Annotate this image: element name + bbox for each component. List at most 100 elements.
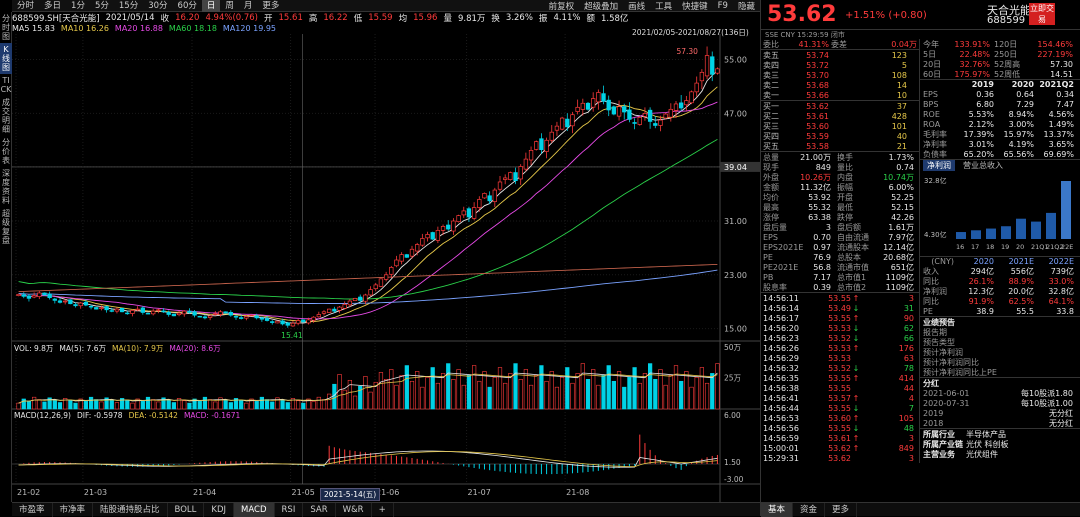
period-tab-9[interactable]: 月 bbox=[243, 0, 253, 11]
perf-value: 227.19% bbox=[1037, 49, 1073, 59]
candle-body bbox=[534, 141, 539, 150]
right-tab-1[interactable]: 资金 bbox=[793, 503, 826, 517]
quote-cell: 委差 bbox=[831, 39, 847, 49]
tick-price: 53.55 bbox=[828, 403, 851, 413]
candle-body bbox=[440, 226, 446, 231]
macd-axis-label: 1.50 bbox=[724, 458, 741, 467]
ask-row[interactable]: 卖四 53.72 5 bbox=[761, 60, 919, 70]
period-tab-6[interactable]: 60分 bbox=[177, 0, 197, 11]
vol-axis-label: 25万 bbox=[724, 374, 742, 383]
volume-bar bbox=[642, 373, 648, 410]
period-tab-8[interactable]: 周 bbox=[225, 0, 234, 11]
volume-bar bbox=[539, 365, 544, 410]
tick-arrow: ↓ bbox=[852, 333, 860, 343]
side-tab-3[interactable]: 成交明细 bbox=[2, 98, 10, 134]
indicator-tab-0[interactable]: 市盈率 bbox=[12, 502, 53, 517]
forecast-cell: 64.1% bbox=[1048, 296, 1074, 306]
bid-row[interactable]: 买三 53.60 101 bbox=[761, 121, 919, 131]
forecast-cell: PE bbox=[923, 306, 933, 316]
ask-row[interactable]: 卖一 53.66 10 bbox=[761, 90, 919, 100]
right-tab-2[interactable]: 更多 bbox=[825, 503, 858, 517]
tool-button-0[interactable]: 前复权 bbox=[548, 1, 575, 12]
side-tab-0[interactable]: 分时图 bbox=[2, 14, 10, 41]
dividend-date: 2020-07-31 bbox=[923, 398, 970, 408]
dividend-detail: 无分红 bbox=[1049, 418, 1073, 428]
volume-bar bbox=[518, 379, 523, 410]
candle-body bbox=[311, 316, 316, 321]
indicator-tab-4[interactable]: KDJ bbox=[204, 502, 235, 517]
period-tab-10[interactable]: 更多 bbox=[262, 0, 280, 11]
bid-row[interactable]: 买四 53.59 40 bbox=[761, 131, 919, 141]
volume-bar bbox=[456, 369, 461, 410]
fin-cell: 17.39% bbox=[963, 129, 994, 139]
indicator-tab-9[interactable]: + bbox=[372, 502, 394, 517]
ask-row[interactable]: 卖二 53.68 14 bbox=[761, 80, 919, 90]
tool-button-4[interactable]: 快捷键 bbox=[682, 1, 708, 12]
period-tab-2[interactable]: 1分 bbox=[71, 0, 85, 11]
period-tab-1[interactable]: 多日 bbox=[44, 0, 62, 11]
bid-row[interactable]: 买一 53.62 37 bbox=[761, 101, 919, 111]
bid-row[interactable]: 买五 53.58 21 bbox=[761, 141, 919, 151]
perf-label: 20日 bbox=[923, 59, 942, 69]
price-axis-label: 55.00 bbox=[724, 56, 747, 65]
stat-value: 1109亿 bbox=[885, 272, 914, 282]
period-tab-3[interactable]: 5分 bbox=[94, 0, 109, 11]
tick-time: 15:00:01 bbox=[763, 443, 799, 453]
volume-bar bbox=[316, 396, 321, 410]
tool-button-3[interactable]: 工具 bbox=[655, 1, 673, 12]
candle-body bbox=[321, 311, 327, 314]
side-tab-2[interactable]: TICK bbox=[0, 76, 12, 94]
candle-body bbox=[673, 103, 679, 111]
right-tab-0[interactable]: 基本 bbox=[761, 503, 794, 517]
volume-bar bbox=[270, 401, 275, 410]
candle-body bbox=[503, 177, 508, 180]
side-tab-4[interactable]: 分价表 bbox=[2, 138, 10, 165]
period-tab-4[interactable]: 15分 bbox=[118, 0, 139, 11]
indicator-tab-1[interactable]: 市净率 bbox=[53, 502, 94, 517]
indicator-tab-5[interactable]: MACD bbox=[234, 502, 275, 517]
trade-now-button[interactable]: 立即交易 bbox=[1029, 3, 1055, 25]
forecast-cell: 38.9 bbox=[976, 306, 994, 316]
vol-ma5-line bbox=[18, 372, 718, 404]
period-tab-7[interactable]: 日 bbox=[201, 0, 221, 12]
candle-body bbox=[622, 106, 627, 113]
volume-bar bbox=[156, 401, 161, 410]
candle-body bbox=[653, 123, 658, 126]
candle-body bbox=[316, 314, 321, 318]
stat-value: 52.25 bbox=[891, 192, 914, 202]
tool-button-6[interactable]: 隐藏 bbox=[737, 1, 755, 12]
tool-button-5[interactable]: F9 bbox=[717, 0, 728, 11]
indicator-tab-8[interactable]: W&R bbox=[336, 502, 372, 517]
bid-row[interactable]: 买二 53.61 428 bbox=[761, 111, 919, 121]
forecast-cell: 91.9% bbox=[968, 296, 994, 306]
volume-bar bbox=[648, 363, 653, 410]
tick-row: 14:56:26 53.53 ↑ 176 bbox=[761, 343, 919, 353]
period-tab-5[interactable]: 30分 bbox=[148, 0, 168, 11]
indicator-tab-6[interactable]: RSI bbox=[275, 502, 304, 517]
volume-bar bbox=[513, 363, 518, 410]
indicator-tab-2[interactable]: 陆股通持股占比 bbox=[93, 502, 168, 517]
ask-row[interactable]: 卖五 53.74 123 bbox=[761, 50, 919, 60]
tool-button-1[interactable]: 超级叠加 bbox=[584, 1, 619, 12]
indicator-tab-7[interactable]: SAR bbox=[303, 502, 336, 517]
fin-cell: 7.29 bbox=[1016, 99, 1034, 109]
side-tab-6[interactable]: 超级复盘 bbox=[2, 209, 10, 245]
fin-chart-tab-0[interactable]: 净利润 bbox=[923, 160, 955, 171]
period-tab-0[interactable]: 分时 bbox=[17, 0, 35, 11]
candle-body bbox=[715, 68, 720, 74]
indicator-tab-3[interactable]: BOLL bbox=[168, 502, 205, 517]
volume-bar bbox=[114, 402, 120, 410]
ask-row[interactable]: 卖三 53.70 108 bbox=[761, 70, 919, 80]
side-tab-5[interactable]: 深度资料 bbox=[2, 169, 10, 205]
fin-chart-tab-1[interactable]: 营业总收入 bbox=[963, 161, 1003, 170]
candle-body bbox=[363, 294, 368, 302]
bid-label: 买五 bbox=[763, 141, 779, 151]
kline-chart[interactable]: 55.0047.0039.0431.0023.0015.0039.0421-02… bbox=[12, 34, 760, 502]
tool-button-2[interactable]: 画线 bbox=[628, 1, 646, 12]
candle-body bbox=[435, 230, 441, 241]
tick-row: 14:56:38 53.55 44 bbox=[761, 383, 919, 393]
candle-body bbox=[270, 321, 275, 323]
volume-bar bbox=[47, 397, 52, 410]
volume-bar bbox=[26, 401, 32, 410]
side-tab-1[interactable]: K线图 bbox=[0, 43, 12, 74]
